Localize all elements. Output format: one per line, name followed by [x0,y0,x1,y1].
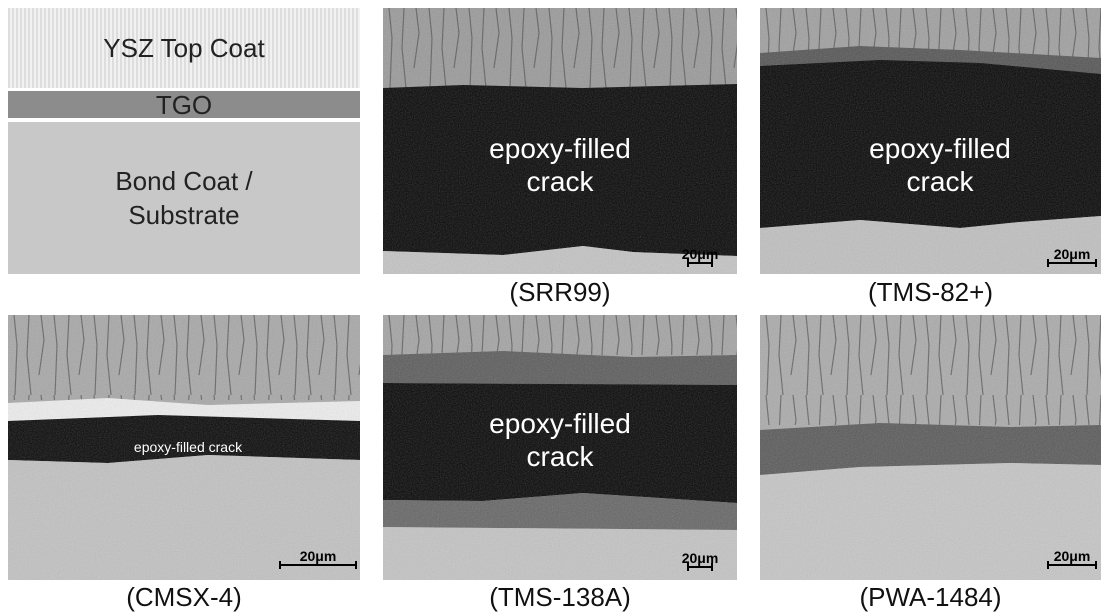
top-coat-label: YSZ Top Coat [103,31,264,65]
figure: YSZ Top Coat TGO Bond Coat / Substrate e… [0,0,1105,614]
scale-bar-line [279,564,357,566]
scale-bar: 20μm [678,550,722,568]
top-coat-layer: YSZ Top Coat [8,8,360,88]
micrograph: epoxy-filled crack 20μm [383,315,737,580]
crack-label: epoxy-filled crack [850,132,1030,198]
micrograph-image [760,315,1101,580]
bond-coat-label: Bond Coat / Substrate [89,164,279,232]
panel-caption: (PWA-1484) [760,582,1101,613]
scale-bar-line [1047,262,1097,264]
bond-coat-layer: Bond Coat / Substrate [8,122,360,274]
panel-caption: (TMS-138A) [383,582,737,613]
scale-bar-label: 20μm [1045,246,1099,262]
tgo-layer: TGO [8,91,360,118]
micrograph: epoxy-filled crack 20μm [8,315,360,580]
scale-bar-label: 20μm [1045,548,1099,564]
scale-bar-line [687,566,713,568]
micrograph: epoxy-filled crack 20μm [760,8,1101,274]
scale-bar-label: 20μm [678,550,722,566]
scale-bar: 20μm [1045,548,1099,566]
crack-label: epoxy-filled crack [470,407,650,473]
panel-caption: (TMS-82+) [760,277,1101,308]
micrograph: epoxy-filled crack 20μm [383,8,737,274]
micrograph: 20μm [760,315,1101,580]
scale-bar-label: 20μm [678,246,722,262]
crack-label: epoxy-filled crack [470,132,650,198]
panel-caption: (SRR99) [383,277,737,308]
scale-bar: 20μm [278,548,358,566]
scale-bar: 20μm [1045,246,1099,264]
scale-bar-line [1047,564,1097,566]
scale-bar-line [687,262,713,264]
scale-bar-label: 20μm [278,548,358,564]
tgo-label: TGO [156,88,212,122]
panel-caption: (CMSX-4) [8,582,360,613]
scale-bar: 20μm [678,246,722,264]
crack-label: epoxy-filled crack [88,439,288,455]
